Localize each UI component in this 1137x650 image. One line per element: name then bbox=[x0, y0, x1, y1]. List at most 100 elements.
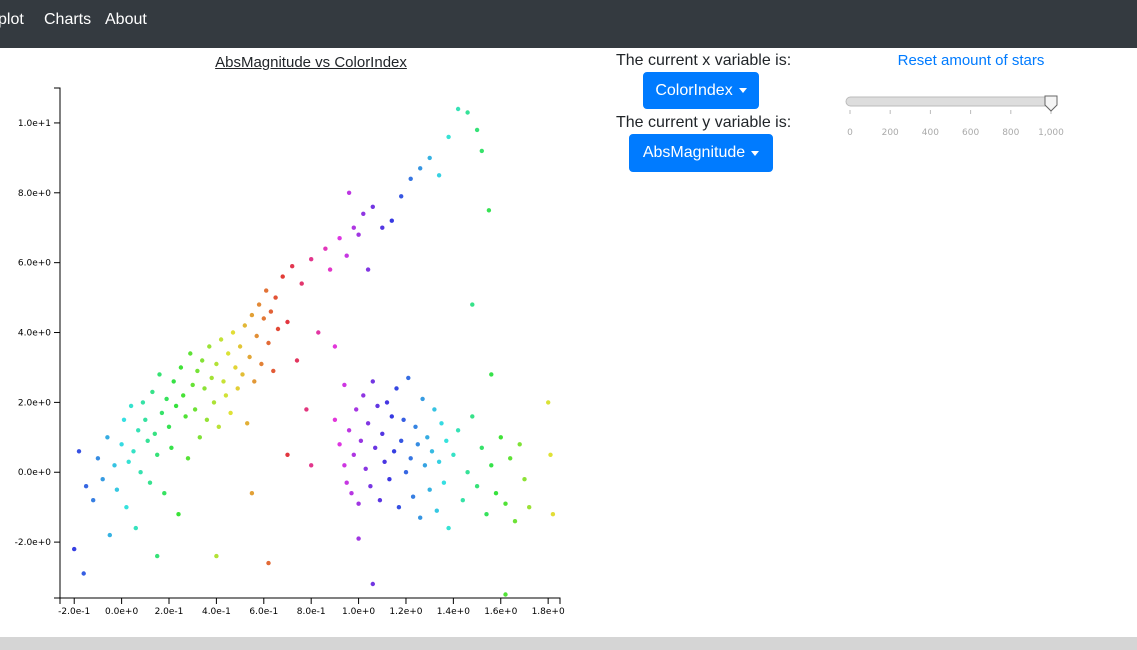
data-point bbox=[436, 173, 442, 178]
data-point bbox=[356, 501, 361, 506]
data-point bbox=[126, 459, 131, 464]
data-point bbox=[384, 400, 390, 405]
data-point bbox=[465, 470, 470, 475]
data-point bbox=[517, 442, 522, 447]
scatter-plot[interactable]: -2.0e+0 0.0e+0 2.0e+0 4.0e+0 6.0e+0 8.0e+0 1.0… bbox=[0, 48, 580, 628]
data-point bbox=[356, 232, 361, 237]
star-count-slider[interactable]: 0 200 400 600 800 1,000 bbox=[830, 84, 1080, 144]
data-point bbox=[358, 438, 364, 443]
data-point bbox=[479, 445, 484, 450]
data-point bbox=[275, 326, 281, 332]
data-point bbox=[503, 592, 508, 597]
data-point bbox=[550, 512, 556, 517]
data-point bbox=[242, 323, 247, 328]
data-point bbox=[486, 208, 492, 213]
data-point bbox=[365, 421, 371, 426]
data-point bbox=[181, 393, 186, 398]
nav-about[interactable]: About bbox=[105, 11, 147, 28]
data-point bbox=[356, 536, 361, 541]
data-point bbox=[235, 386, 240, 391]
data-point bbox=[140, 400, 146, 405]
nav-plot[interactable]: plot bbox=[0, 11, 24, 28]
data-point bbox=[401, 417, 406, 422]
data-point bbox=[446, 134, 451, 140]
data-point bbox=[418, 515, 423, 520]
data-point bbox=[377, 498, 383, 503]
slider-tick-label: 200 bbox=[882, 128, 899, 138]
data-point bbox=[370, 379, 375, 384]
data-point bbox=[410, 494, 416, 499]
data-point bbox=[216, 424, 221, 429]
data-point bbox=[223, 393, 229, 398]
nav-charts[interactable]: Charts bbox=[44, 11, 92, 28]
data-point bbox=[183, 414, 188, 419]
slider-track[interactable] bbox=[845, 96, 1056, 107]
data-point bbox=[373, 445, 378, 450]
data-point bbox=[363, 466, 368, 471]
data-point bbox=[157, 372, 162, 377]
data-point bbox=[221, 379, 226, 384]
data-point bbox=[323, 246, 328, 251]
data-point bbox=[422, 463, 428, 468]
data-point bbox=[195, 368, 200, 374]
data-point bbox=[346, 190, 352, 195]
x-tick-label: 1.4e+0 bbox=[437, 607, 470, 617]
data-point bbox=[342, 382, 347, 388]
data-point bbox=[237, 344, 243, 349]
data-point bbox=[76, 449, 82, 454]
data-point bbox=[228, 410, 233, 416]
data-point bbox=[138, 470, 143, 475]
data-point bbox=[230, 330, 236, 335]
data-point bbox=[361, 211, 366, 216]
data-point bbox=[304, 407, 309, 412]
data-point bbox=[145, 438, 150, 443]
y-tick-label: 4.0e+0 bbox=[18, 329, 51, 339]
data-point bbox=[396, 505, 402, 510]
data-point bbox=[147, 480, 153, 485]
data-point bbox=[349, 491, 354, 496]
x-tick-label: -2.0e-1 bbox=[58, 607, 90, 617]
data-point bbox=[327, 267, 333, 272]
data-point bbox=[100, 477, 105, 482]
data-point bbox=[294, 358, 300, 363]
data-point bbox=[503, 501, 508, 506]
data-point bbox=[72, 546, 77, 552]
data-point bbox=[173, 403, 179, 409]
y-tick-label: 0.0e+0 bbox=[18, 468, 51, 478]
y-tick-label: 2.0e+0 bbox=[18, 398, 51, 408]
data-point bbox=[133, 525, 138, 531]
data-point bbox=[455, 106, 461, 112]
data-point bbox=[403, 470, 409, 475]
data-point bbox=[387, 477, 392, 482]
data-point bbox=[415, 442, 420, 447]
data-point bbox=[162, 491, 167, 496]
data-point bbox=[368, 484, 373, 489]
data-point bbox=[128, 403, 134, 409]
data-point bbox=[299, 281, 304, 286]
y-variable-dropdown[interactable]: AbsMagnitude bbox=[629, 134, 773, 172]
data-point bbox=[273, 295, 278, 300]
slider-handle[interactable] bbox=[1044, 95, 1058, 112]
data-point bbox=[192, 407, 198, 412]
data-point bbox=[434, 508, 439, 513]
data-point bbox=[406, 375, 411, 381]
horizontal-scrollbar[interactable] bbox=[0, 637, 1137, 650]
data-point bbox=[202, 386, 207, 391]
data-point bbox=[465, 110, 470, 115]
data-point bbox=[489, 463, 494, 468]
data-point bbox=[420, 396, 425, 402]
data-point bbox=[136, 428, 141, 433]
data-point bbox=[166, 424, 172, 429]
data-point bbox=[370, 204, 375, 209]
data-point bbox=[105, 435, 110, 440]
reset-stars-link[interactable]: Reset amount of stars bbox=[897, 52, 1045, 69]
data-point bbox=[190, 382, 195, 388]
y-variable-label: The current y variable is: bbox=[616, 114, 792, 131]
data-point bbox=[342, 463, 347, 468]
x-variable-value: ColorIndex bbox=[655, 81, 733, 99]
x-variable-dropdown[interactable]: ColorIndex bbox=[643, 72, 759, 109]
data-point bbox=[451, 452, 456, 457]
data-point bbox=[446, 525, 451, 531]
data-point bbox=[344, 253, 349, 258]
x-tick-label: 0.0e+0 bbox=[105, 607, 138, 617]
